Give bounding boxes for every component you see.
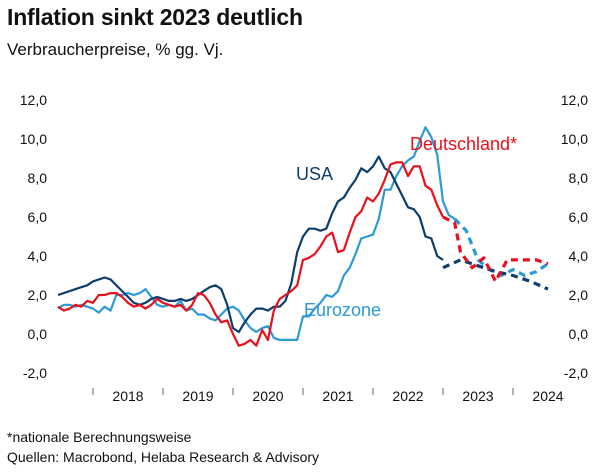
chart-subtitle: Verbraucherpreise, % gg. Vj. <box>7 40 224 59</box>
y-tick-label-left: 0,0 <box>28 326 48 342</box>
x-tick-label: 2021 <box>322 388 353 404</box>
y-tick-label-right: 4,0 <box>569 248 589 264</box>
series-label-eurozone: Eurozone <box>304 300 381 320</box>
x-tick-label: 2020 <box>252 388 283 404</box>
y-tick-label-left: 12,0 <box>20 92 47 108</box>
series-line-deutschland <box>57 161 444 347</box>
y-tick-label-left: -2,0 <box>23 365 47 381</box>
y-tick-label-right: -2,0 <box>564 365 588 381</box>
inflation-line-chart: 12,0 10,0 8,0 6,0 4,0 2,0 0,0 -2,0 12,0 10,0 8,0 6… <box>20 92 588 404</box>
series-label-deutschland: Deutschland* <box>410 134 517 154</box>
series-lines <box>57 126 549 347</box>
x-tick-label: 2023 <box>462 388 493 404</box>
y-tick-label-right: 10,0 <box>561 131 588 147</box>
x-tick-label: 2019 <box>182 388 213 404</box>
series-labels: USA Deutschland* Eurozone <box>296 134 517 320</box>
y-axis-left: 12,0 10,0 8,0 6,0 4,0 2,0 0,0 -2,0 <box>20 92 47 381</box>
series-line-deutschland-prognose <box>442 215 549 283</box>
y-tick-label-left: 2,0 <box>28 287 48 303</box>
series-line-usa <box>57 155 444 334</box>
x-tick-label: 2018 <box>112 388 143 404</box>
x-tick-label: 2024 <box>532 388 563 404</box>
series-label-usa: USA <box>296 164 333 184</box>
y-tick-label-right: 6,0 <box>569 209 589 225</box>
y-tick-label-right: 0,0 <box>569 326 589 342</box>
y-tick-label-right: 12,0 <box>561 92 588 108</box>
y-tick-label-left: 6,0 <box>28 209 48 225</box>
sources-note: Quellen: Macrobond, Helaba Research & Ad… <box>7 449 320 465</box>
x-tick-label: 2022 <box>392 388 423 404</box>
series-line-eurozone-prognose <box>453 217 549 278</box>
y-tick-label-right: 8,0 <box>569 170 589 186</box>
chart-title: Inflation sinkt 2023 deutlich <box>7 4 303 30</box>
y-tick-label-left: 10,0 <box>20 131 47 147</box>
x-axis: 2018 2019 2020 2021 2022 2023 2024 <box>92 388 564 404</box>
y-tick-label-left: 4,0 <box>28 248 48 264</box>
y-tick-label-left: 8,0 <box>28 170 48 186</box>
y-axis-right: 12,0 10,0 8,0 6,0 4,0 2,0 0,0 -2,0 <box>561 92 588 381</box>
y-tick-label-right: 2,0 <box>569 287 589 303</box>
footnote: *nationale Berechnungsweise <box>7 429 192 445</box>
